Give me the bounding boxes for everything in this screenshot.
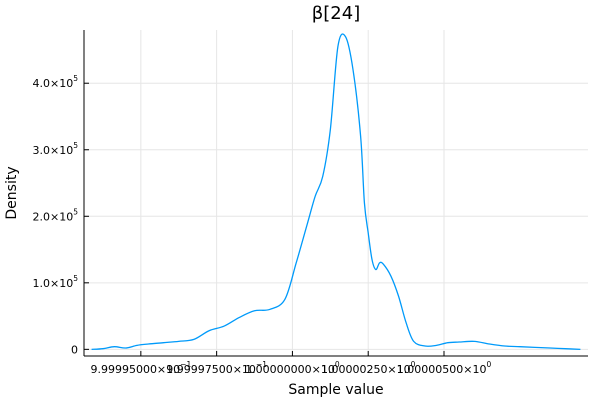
x-tick-label: 9.99995000×10−1 xyxy=(90,360,191,376)
x-axis-label: Sample value xyxy=(288,382,383,398)
y-tick-label: 2.0×105 xyxy=(33,207,79,223)
x-tick-label: 9.99997500×10−1 xyxy=(166,360,267,376)
chart-title: β[24] xyxy=(312,3,360,24)
y-gridlines xyxy=(84,82,588,350)
x-gridlines xyxy=(140,30,445,356)
y-axis-label: Density xyxy=(4,166,20,219)
y-tick-label: 1.0×105 xyxy=(33,274,79,290)
y-axis-ticks: 0 1.0×105 2.0×105 3.0×105 4.0×105 xyxy=(33,74,89,356)
x-axis-ticks: 9.99995000×10−19.99997500×10−11.00000000… xyxy=(90,351,491,376)
x-tick-label: 1.00000000×100 xyxy=(245,360,340,376)
y-tick-label: 3.0×105 xyxy=(33,141,79,157)
y-tick-label: 0 xyxy=(71,343,78,356)
x-tick-label: 1.00000250×100 xyxy=(321,360,416,376)
y-tick-label: 4.0×105 xyxy=(33,74,79,90)
density-series-line xyxy=(91,33,581,350)
x-tick-label: 1.00000500×100 xyxy=(397,360,492,376)
